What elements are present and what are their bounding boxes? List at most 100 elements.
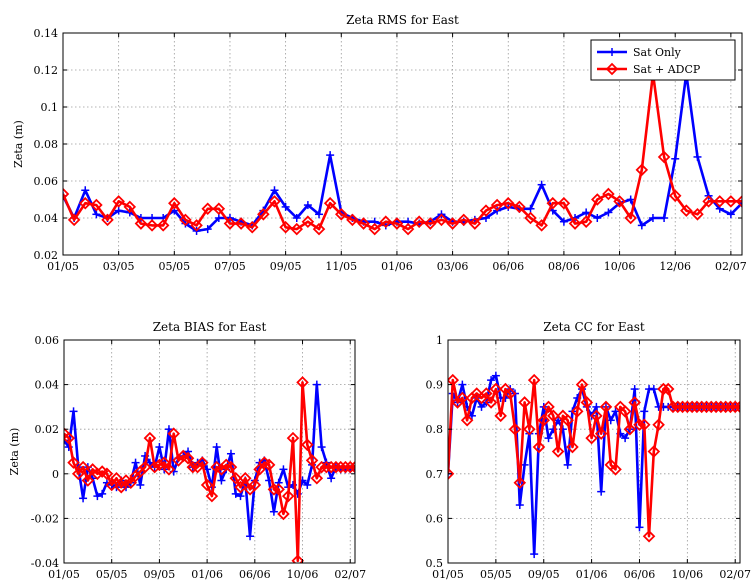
data-point-diamond [312,222,326,236]
y-tick-label: -0.04 [31,557,59,570]
data-point-diamond [623,422,637,436]
data-point-diamond [101,213,114,227]
x-tick-label: 01/06 [381,260,413,273]
data-point-diamond [64,431,76,445]
data-point-diamond [537,414,551,427]
data-point-diamond [705,400,718,414]
x-tick-label: 09/05 [144,568,176,581]
data-point-plus [93,492,102,501]
data-point-diamond [105,478,118,492]
data-point-diamond [286,431,300,445]
data-point-diamond [335,208,348,221]
data-point-plus [593,214,602,222]
x-tick-label: 02/07 [719,568,751,581]
data-point-diamond [602,187,615,201]
data-point-diamond [357,217,370,230]
y-tick-label: 0 [52,468,59,481]
data-point-diamond [301,438,314,452]
data-point-plus [621,434,630,443]
data-point-diamond [681,400,694,414]
data-point-diamond [301,215,315,228]
data-point-diamond [205,489,219,503]
data-point-plus [604,208,613,217]
data-point-diamond [618,405,632,418]
data-point-plus [693,152,702,161]
data-point-diamond [489,382,503,396]
data-point-plus [145,458,154,467]
data-point-diamond [291,554,305,563]
x-tick-label: 01/06 [576,568,608,581]
data-point-diamond [657,382,670,396]
data-point-diamond [542,400,555,414]
data-point-diamond [724,400,737,414]
legend: Sat Only Sat + ADCP [590,39,736,81]
data-point-plus [155,443,164,452]
data-point-diamond [368,222,381,236]
y-tick-label: 0.14 [34,27,59,40]
data-point-plus [326,151,335,160]
data-point-plus [203,225,212,234]
data-point-plus [637,221,646,230]
y-tick-label: 0.02 [35,423,60,436]
y-tick-label: 0.12 [34,64,59,77]
data-point-plus [648,214,657,222]
data-point-plus [563,460,572,469]
data-point-diamond [145,219,159,232]
data-point-diamond [635,163,649,177]
data-point-diamond [229,471,243,485]
data-point-diamond [527,373,541,387]
data-point-diamond [134,217,148,230]
data-point-diamond [594,427,608,440]
data-point-plus [164,425,173,434]
data-point-diamond [224,460,238,474]
data-point-plus [98,489,107,498]
data-point-diamond [735,195,742,208]
data-point-diamond [680,204,693,217]
data-point-diamond [162,463,176,476]
data-point-plus [270,186,279,195]
data-point-diamond [234,480,247,494]
data-point-diamond [575,378,589,391]
x-tick-label: 09/05 [270,260,302,273]
x-tick-label: 06/06 [239,568,271,581]
data-point-plus [279,465,288,474]
data-point-diamond [253,463,266,476]
legend-entry: Sat Only [597,46,682,59]
chart-2: 01/05 05/05 09/05 01/06 06/06 10/06 02/07 -0.04… [8,320,366,581]
data-point-diamond [668,189,682,203]
y-tick-label: 0.06 [35,334,60,347]
data-point-diamond [296,376,309,389]
data-point-diamond [401,222,415,236]
data-point-plus [630,385,639,394]
y-tick-label: 1 [436,334,443,347]
data-point-diamond [72,467,85,481]
data-point-diamond [67,213,81,227]
data-point-diamond [652,418,665,432]
data-point-plus [303,201,312,210]
data-point-diamond [599,400,613,414]
data-point-diamond [78,196,92,210]
data-point-diamond [702,195,715,208]
data-point-diamond [446,217,459,230]
series-group [448,371,740,559]
data-point-plus [226,449,235,458]
data-point-diamond [566,440,579,454]
data-point-plus [537,180,546,189]
y-tick-label: 0.06 [34,175,59,188]
y-tick-label: 0.6 [426,512,444,525]
data-point-diamond [112,195,125,208]
x-tick-label: 12/06 [659,260,691,273]
data-point-diamond [320,460,333,474]
chart-title: Zeta CC for East [543,320,645,334]
data-point-plus [231,489,240,498]
data-point-diamond [323,196,337,210]
data-point-diamond [157,456,171,469]
data-point-diamond [570,405,584,418]
data-point-plus [559,217,568,226]
data-point-plus [635,523,644,532]
data-point-diamond [456,391,469,405]
data-point-diamond [590,409,603,423]
data-point-diamond [90,198,103,212]
